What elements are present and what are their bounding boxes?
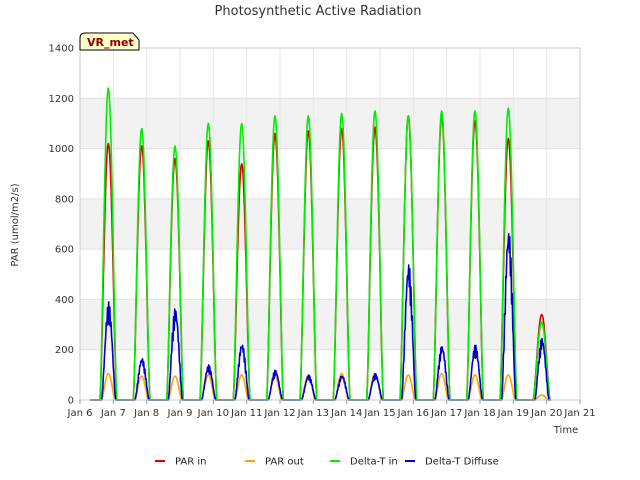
station-badge: VR_met [79,32,140,51]
x-tick-label: Jan 11 [230,408,262,419]
x-tick-label: Jan 13 [297,408,329,419]
background-band [80,98,580,149]
x-axis-ticks: Jan 6 Jan 7 Jan 8 Jan 9 Jan 10 Jan 11 Jan 12 Ja… [67,400,596,419]
station-badge-label: VR_met [87,36,134,49]
legend-label: Delta-T in [350,457,398,468]
y-tick-label: 0 [68,396,74,407]
y-tick-label: 400 [55,295,74,306]
background-band [80,48,580,99]
x-tick-label: Jan 18 [463,408,495,419]
y-tick-label: 1400 [49,44,74,55]
x-tick-label: Jan 17 [430,408,462,419]
x-tick-label: Jan 9 [167,408,193,419]
x-tick-label: Jan 19 [497,408,529,419]
x-tick-label: Jan 10 [197,408,229,419]
x-tick-label: Jan 21 [563,408,595,419]
background-band [80,198,580,250]
plot-background-bands [80,48,580,400]
plot-frame [79,47,581,401]
y-tick-label: 1200 [49,94,74,105]
y-axis-label: PAR (umol/m2/s) [10,183,21,266]
y-tick-label: 600 [55,245,74,256]
legend-label: PAR out [265,457,304,468]
background-band [80,249,580,300]
x-tick-label: Jan 20 [530,408,562,419]
legend: PAR in PAR out Delta-T in Delta-T Diffuse [155,457,499,468]
legend-item: Delta-T in [330,457,398,468]
y-tick-label: 800 [55,194,74,205]
chart-title: Photosynthetic Active Radiation [215,4,422,19]
y-tick-label: 1000 [49,144,74,155]
background-band [80,148,580,199]
background-band [80,349,580,400]
legend-item: Delta-T Diffuse [405,457,499,468]
x-tick-label: Jan 12 [263,408,295,419]
y-tick-label: 200 [55,345,74,356]
background-band [80,299,580,350]
station-badge-box [79,32,140,51]
x-tick-label: Jan 15 [363,408,395,419]
x-tick-label: Jan 6 [67,408,93,419]
legend-label: PAR in [175,457,206,468]
legend-label: Delta-T Diffuse [425,457,499,468]
x-tick-label: Jan 14 [330,408,362,419]
x-tick-label: Jan 7 [100,408,126,419]
legend-item: PAR out [245,457,304,468]
y-axis-ticks: 0 200 400 600 800 1000 1200 1400 [49,44,74,407]
x-axis-label: Time [553,425,578,436]
legend-item: PAR in [155,457,206,468]
x-tick-label: Jan 16 [397,408,429,419]
x-tick-label: Jan 8 [133,408,159,419]
